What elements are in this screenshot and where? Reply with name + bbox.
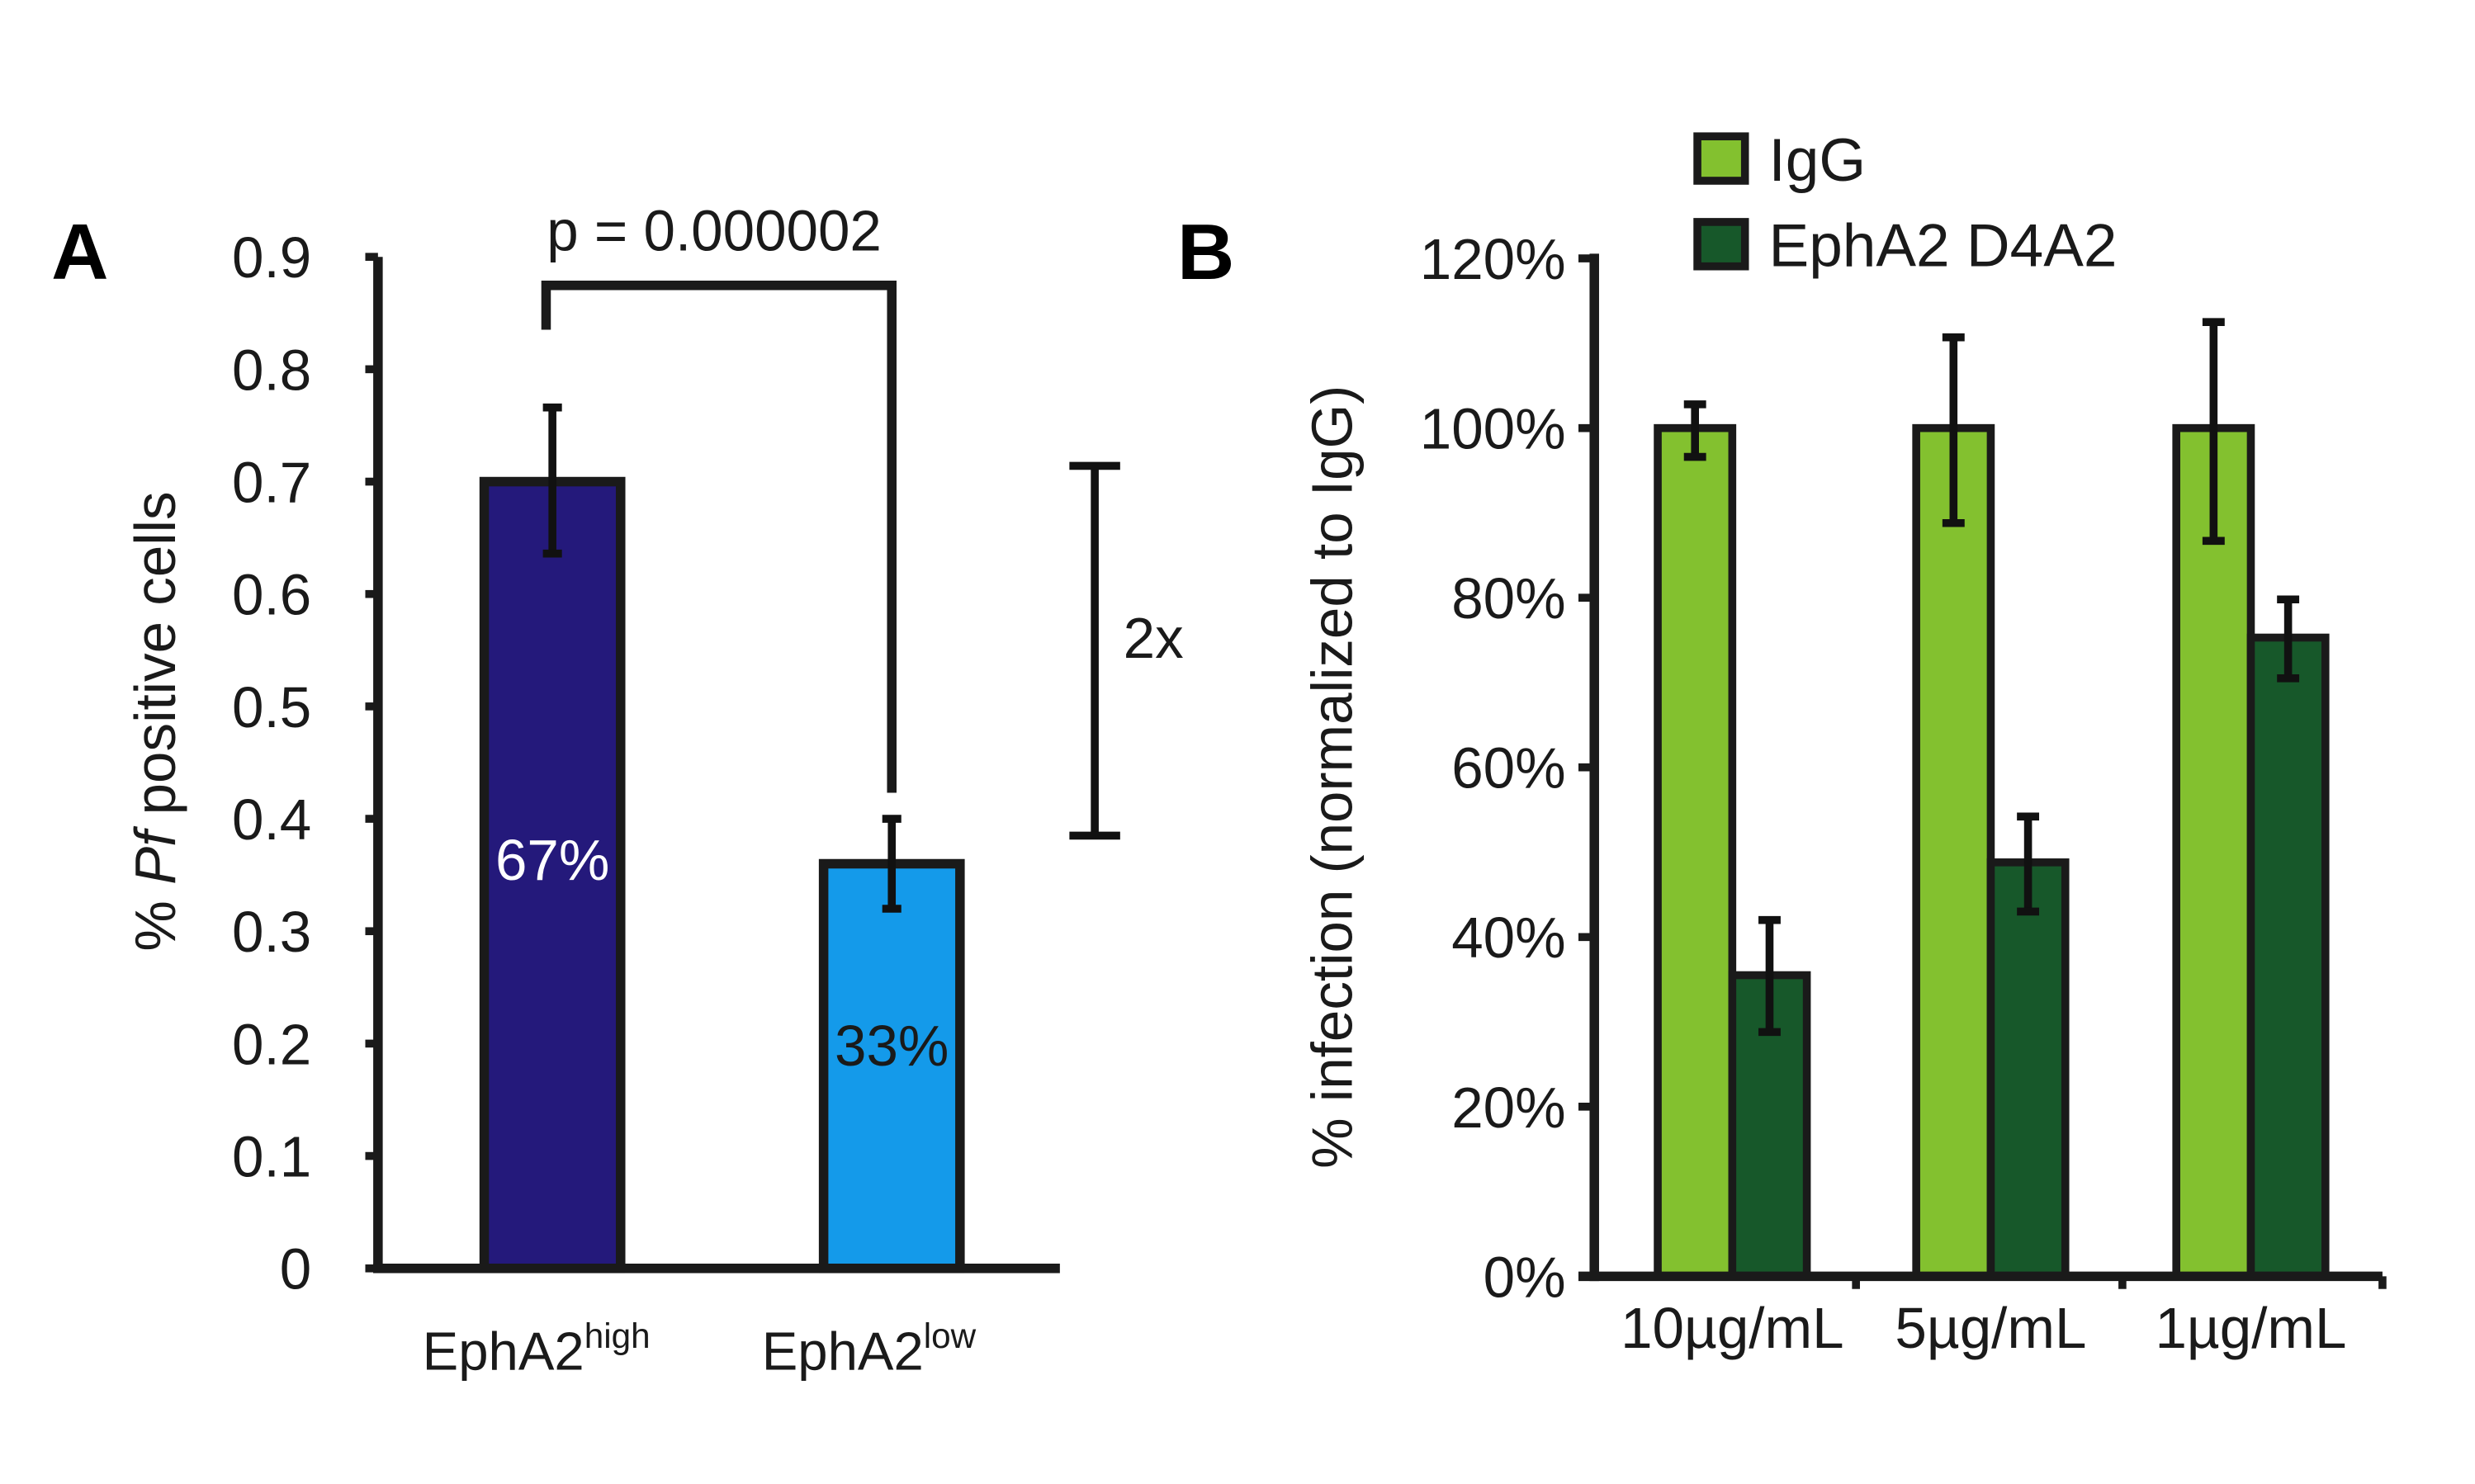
panel-label-b: B	[1177, 208, 1234, 296]
x-tick-label: 5µg/mL	[1895, 1296, 2086, 1360]
legend-swatch	[1693, 132, 1749, 185]
y-tick-label: 0.8	[232, 338, 311, 402]
y-tick-label: 0%	[1484, 1245, 1566, 1309]
y-tick-label: 0.9	[232, 225, 311, 290]
y-tick-label: 0.5	[232, 675, 311, 740]
y-tick-label: 0.2	[232, 1012, 311, 1076]
y-tick-label: 80%	[1451, 566, 1565, 631]
x-tick-label-superscript: low	[924, 1316, 977, 1355]
p-value-annotation: p = 0.000002	[547, 199, 882, 263]
y-tick-label: 0	[280, 1237, 311, 1302]
legend-label: IgG	[1769, 127, 1867, 194]
data-label: 67%	[495, 828, 609, 892]
x-tick-label: EphA2low	[762, 1316, 977, 1382]
data-label: 33%	[835, 1014, 949, 1078]
x-tick-label-base: EphA2	[762, 1321, 924, 1382]
bar-epha2-d4a2	[1986, 858, 2070, 1281]
bar	[818, 858, 965, 1274]
legend-swatch	[1693, 218, 1749, 271]
bar-igg	[2172, 423, 2255, 1281]
bar-epha2-d4a2	[2246, 633, 2330, 1281]
y-tick-label: 0.7	[232, 451, 311, 515]
y-tick-label: 20%	[1451, 1075, 1565, 1140]
y-tick-label: 0.4	[232, 787, 311, 852]
y-axis-label: % Pf positive cells	[123, 491, 187, 951]
y-tick-label: 0.1	[232, 1125, 311, 1189]
x-tick-label: 1µg/mL	[2155, 1296, 2346, 1360]
y-tick-label: 40%	[1451, 905, 1565, 970]
y-axis-label: % infection (normalized to IgG)	[1299, 385, 1364, 1169]
x-tick-label: 10µg/mL	[1621, 1296, 1843, 1360]
bar-igg	[1654, 423, 1737, 1281]
y-tick-label: 0.6	[232, 563, 311, 627]
legend-label: EphA2 D4A2	[1769, 213, 2118, 280]
significance-bracket	[541, 281, 897, 793]
panel-a-chart: A % Pf positive cells p = 0.000002 2x 0 0…	[51, 199, 1184, 1382]
y-tick-label: 100%	[1420, 397, 1566, 461]
bar	[479, 476, 626, 1274]
panel-b-chart: B % infection (normalized to IgG) 0% 20% 4…	[1177, 127, 2387, 1360]
y-tick-label: 60%	[1451, 736, 1565, 801]
bar-igg	[1912, 423, 1995, 1281]
x-tick-label-superscript: high	[584, 1316, 651, 1355]
y-tick-label: 0.3	[232, 900, 311, 964]
x-tick-label: EphA2high	[423, 1316, 651, 1382]
y-tick-label: 120%	[1420, 227, 1566, 291]
fold-change-label: 2x	[1124, 606, 1184, 670]
x-tick-label-base: EphA2	[423, 1321, 584, 1382]
panel-label-a: A	[51, 208, 108, 296]
